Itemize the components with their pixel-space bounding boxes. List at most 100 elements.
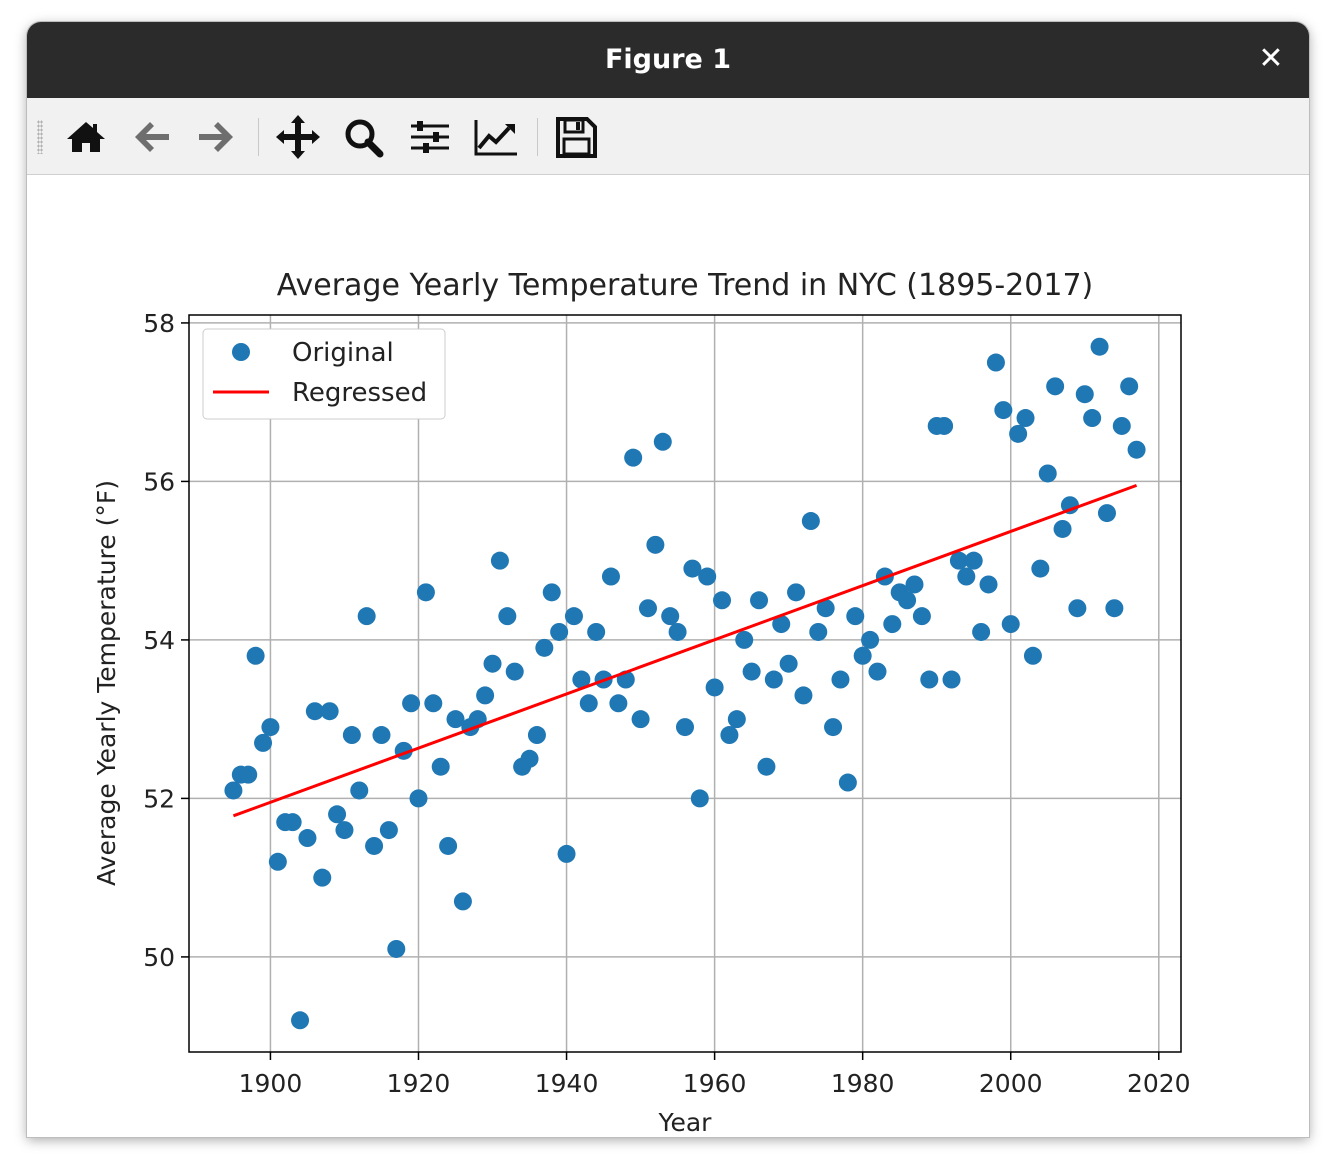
data-point	[1023, 646, 1042, 665]
forward-arrow-icon[interactable]	[189, 112, 243, 162]
data-point	[261, 718, 280, 737]
save-icon[interactable]	[549, 112, 603, 162]
legend-label-regressed: Regressed	[292, 378, 427, 408]
y-tick-label: 56	[143, 467, 175, 496]
data-point	[757, 757, 776, 776]
y-tick-label: 54	[143, 626, 175, 655]
data-point	[742, 662, 761, 681]
data-point	[505, 662, 524, 681]
data-point	[653, 432, 672, 451]
x-tick-label: 1960	[683, 1069, 747, 1098]
y-axis-label: Average Yearly Temperature (°F)	[92, 480, 121, 886]
data-point	[861, 630, 880, 649]
data-point	[291, 1011, 310, 1030]
data-point	[372, 726, 391, 745]
data-point	[1097, 504, 1116, 523]
y-tick-label: 58	[143, 309, 175, 338]
data-point	[1009, 424, 1028, 443]
data-point	[483, 654, 502, 673]
data-point	[883, 615, 902, 634]
data-point	[365, 836, 384, 855]
data-point	[320, 702, 339, 721]
configure-subplots-icon[interactable]	[403, 112, 457, 162]
data-point	[1046, 377, 1065, 396]
data-point	[476, 686, 495, 705]
data-point	[1031, 559, 1050, 578]
x-axis-ticks: 1900 1920 1940 1960 1980 2000 2020	[239, 1052, 1191, 1098]
edit-axis-icon[interactable]	[469, 112, 523, 162]
y-tick-label: 50	[143, 943, 175, 972]
data-point	[342, 726, 361, 745]
regression-line	[232, 483, 1138, 818]
data-point	[631, 710, 650, 729]
pan-icon[interactable]	[271, 112, 325, 162]
data-point	[750, 591, 769, 610]
data-point	[846, 607, 865, 626]
title-bar[interactable]: Figure 1 ✕	[27, 22, 1309, 98]
data-point	[957, 567, 976, 586]
data-point	[268, 852, 287, 871]
data-point	[972, 622, 991, 641]
data-point	[587, 622, 606, 641]
figure-canvas[interactable]: 1900 1920 1940 1960 1980 2000 2020 50 52 54 56 58 …	[27, 175, 1309, 1137]
data-point	[239, 765, 258, 784]
data-point	[838, 773, 857, 792]
data-point	[424, 694, 443, 713]
data-point	[942, 670, 961, 689]
legend-label-original: Original	[292, 338, 394, 368]
close-icon[interactable]: ✕	[1258, 41, 1284, 76]
toolbar-grip[interactable]	[37, 120, 43, 154]
home-icon[interactable]	[59, 112, 113, 162]
back-arrow-icon[interactable]	[125, 112, 179, 162]
data-point	[713, 591, 732, 610]
data-point	[646, 535, 665, 554]
toolbar-separator	[537, 118, 538, 156]
data-point	[1075, 385, 1094, 404]
data-point	[439, 836, 458, 855]
data-point	[328, 805, 347, 824]
data-point	[772, 615, 791, 634]
data-point	[1127, 440, 1146, 459]
data-point	[387, 939, 406, 958]
zoom-icon[interactable]	[337, 112, 391, 162]
data-point	[246, 646, 265, 665]
x-tick-label: 1900	[239, 1069, 303, 1098]
x-tick-label: 2000	[979, 1069, 1043, 1098]
data-point	[305, 702, 324, 721]
data-point	[313, 868, 332, 887]
chart-svg: 1900 1920 1940 1960 1980 2000 2020 5052545658 …	[92, 268, 1191, 1137]
data-point	[912, 607, 931, 626]
data-point	[453, 892, 472, 911]
data-point	[624, 448, 643, 467]
data-point	[1120, 377, 1139, 396]
data-point	[1105, 599, 1124, 618]
data-point	[727, 710, 746, 729]
data-point	[1001, 615, 1020, 634]
data-point	[1112, 416, 1131, 435]
data-point	[579, 694, 598, 713]
data-point	[498, 607, 517, 626]
x-tick-label: 1980	[831, 1069, 895, 1098]
data-point	[335, 821, 354, 840]
data-point	[994, 401, 1013, 420]
toolbar-separator	[258, 118, 259, 156]
data-point	[357, 607, 376, 626]
data-point	[542, 583, 561, 602]
data-point	[787, 583, 806, 602]
data-point	[1068, 599, 1087, 618]
data-point	[379, 821, 398, 840]
data-point	[1083, 409, 1102, 428]
data-point	[735, 630, 754, 649]
data-point	[298, 829, 317, 848]
data-point	[1053, 519, 1072, 538]
data-point	[853, 646, 872, 665]
data-point	[779, 654, 798, 673]
data-point	[705, 678, 724, 697]
window-title: Figure 1	[604, 44, 732, 75]
data-point	[1016, 409, 1035, 428]
data-point	[809, 622, 828, 641]
legend-box	[202, 328, 446, 420]
data-point	[416, 583, 435, 602]
data-point	[920, 670, 939, 689]
data-point	[350, 781, 369, 800]
